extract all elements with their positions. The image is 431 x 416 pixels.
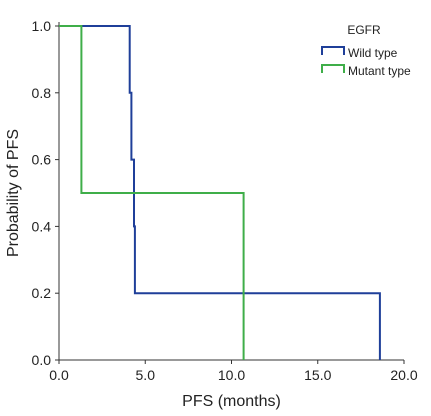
legend-swatch [321, 46, 345, 55]
x-tick-label: 15.0 [304, 367, 331, 383]
y-tick-label: 1.0 [32, 18, 52, 34]
x-tick-label: 5.0 [136, 367, 156, 383]
y-tick-label: 0.4 [32, 218, 52, 234]
y-tick-label: 0.0 [32, 352, 52, 368]
legend-title: EGFR [347, 23, 381, 37]
x-tick-label: 20.0 [390, 367, 417, 383]
x-tick-label: 0.0 [49, 367, 69, 383]
x-axis-title: PFS (months) [182, 393, 281, 410]
legend-label: Wild type [348, 46, 398, 60]
legend-items: Wild type Mutant type [321, 46, 411, 78]
y-tick-label: 0.2 [32, 285, 52, 301]
y-axis-title: Probability of PFS [5, 129, 22, 257]
y-tick-label: 0.6 [32, 152, 52, 168]
series-line-wild-type [59, 25, 381, 360]
series-line-mutant-type [59, 25, 245, 360]
legend-swatch [321, 64, 345, 73]
y-ticks: 0.0 0.2 0.4 0.6 0.8 1.0 [32, 18, 59, 368]
y-tick-label: 0.8 [32, 85, 52, 101]
legend: EGFR Wild type Mutant type [321, 23, 411, 78]
x-tick-label: 10.0 [218, 367, 245, 383]
legend-label: Mutant type [348, 64, 411, 78]
x-ticks: 0.0 5.0 10.0 15.0 20.0 [49, 360, 418, 383]
series-layer [59, 25, 381, 360]
